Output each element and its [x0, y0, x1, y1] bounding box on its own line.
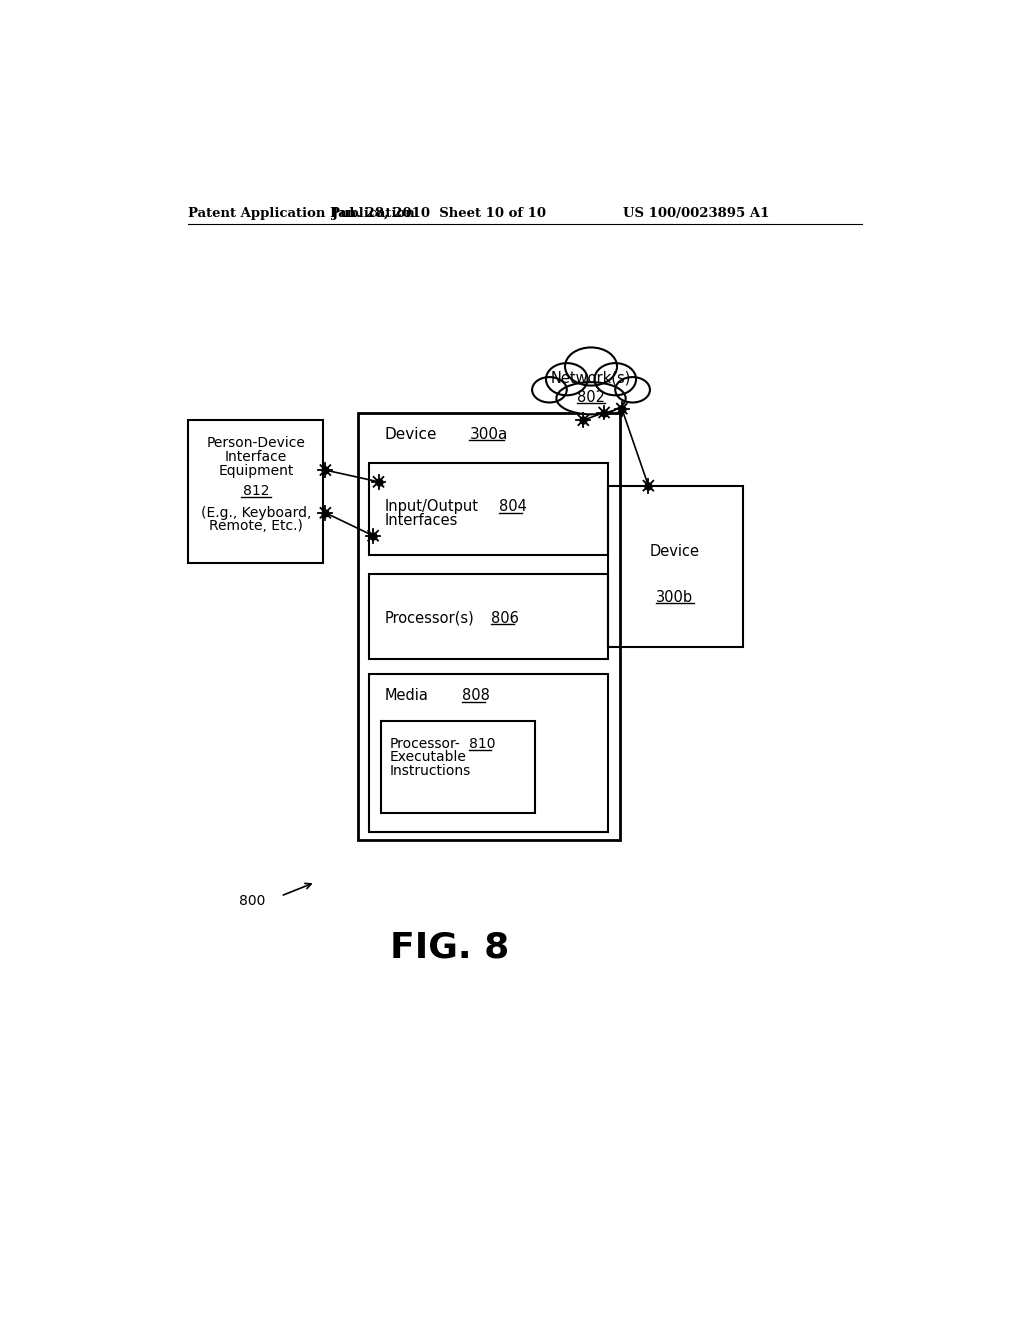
Text: 802: 802	[577, 389, 605, 405]
Text: Executable: Executable	[389, 751, 466, 764]
Text: 806: 806	[490, 611, 519, 626]
Ellipse shape	[565, 347, 617, 385]
Text: Device: Device	[650, 544, 700, 558]
Text: Device: Device	[385, 426, 437, 442]
Text: Remote, Etc.): Remote, Etc.)	[209, 520, 303, 533]
Text: Person-Device: Person-Device	[207, 437, 305, 450]
Text: (E.g., Keyboard,: (E.g., Keyboard,	[201, 506, 311, 520]
Text: US 100/0023895 A1: US 100/0023895 A1	[624, 207, 770, 220]
Text: FIG. 8: FIG. 8	[390, 931, 510, 965]
Text: Patent Application Publication: Patent Application Publication	[188, 207, 415, 220]
Text: Media: Media	[385, 688, 428, 704]
Bar	[370, 462, 608, 554]
Bar	[608, 486, 742, 647]
Text: Processor(s): Processor(s)	[385, 611, 474, 626]
Text: 300a: 300a	[469, 426, 508, 442]
Bar	[357, 412, 620, 840]
Text: Processor-: Processor-	[389, 737, 460, 751]
Text: Interfaces: Interfaces	[385, 512, 458, 528]
Bar	[370, 675, 608, 832]
Bar	[188, 420, 323, 562]
Ellipse shape	[615, 378, 650, 403]
Ellipse shape	[595, 363, 636, 395]
Text: 300b: 300b	[656, 590, 693, 605]
Text: 800: 800	[239, 895, 265, 908]
Text: Equipment: Equipment	[218, 465, 294, 478]
Text: 808: 808	[462, 688, 489, 704]
Bar	[370, 574, 608, 659]
Text: 810: 810	[469, 737, 496, 751]
Text: Instructions: Instructions	[389, 764, 471, 779]
Bar	[381, 721, 535, 813]
Text: 804: 804	[499, 499, 526, 513]
Text: 812: 812	[243, 484, 269, 498]
Ellipse shape	[556, 383, 626, 414]
Text: Network(s): Network(s)	[551, 371, 631, 385]
Text: Jan. 28, 2010  Sheet 10 of 10: Jan. 28, 2010 Sheet 10 of 10	[332, 207, 546, 220]
Text: Interface: Interface	[225, 450, 287, 465]
Ellipse shape	[546, 363, 588, 395]
Text: Input/Output: Input/Output	[385, 499, 478, 513]
Ellipse shape	[532, 378, 566, 403]
